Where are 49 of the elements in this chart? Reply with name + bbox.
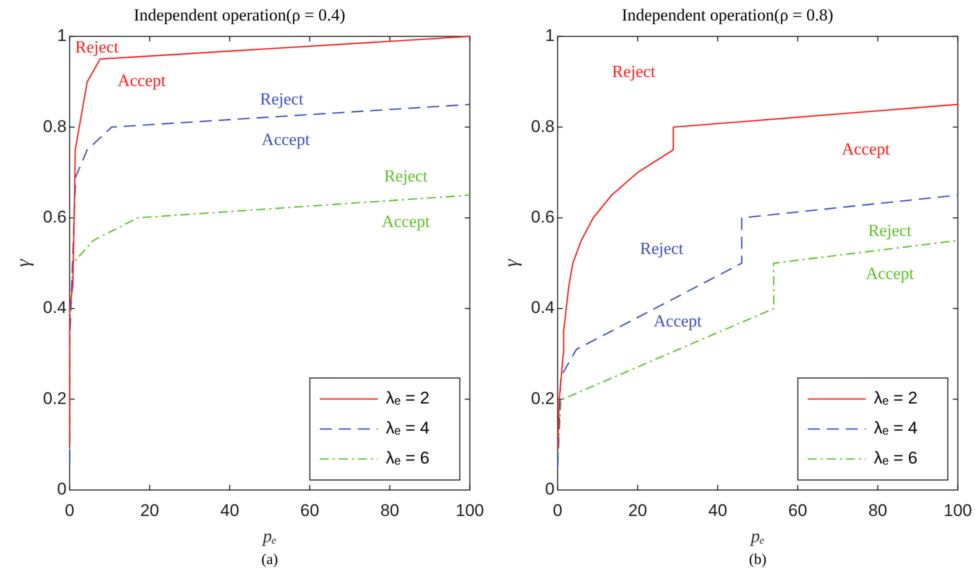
x-tick-label: 40 <box>220 500 240 520</box>
x-axis-title: pₑ <box>748 526 765 546</box>
annotation: Accept <box>866 264 914 284</box>
annotation: Accept <box>262 130 310 150</box>
y-tick-label: 0.2 <box>530 388 555 408</box>
annotation: Reject <box>75 38 119 57</box>
y-tick-label: 0.2 <box>42 388 67 408</box>
legend-label: λₑ = 6 <box>386 448 430 468</box>
text: (b) <box>748 552 766 568</box>
text: (a) <box>261 552 278 568</box>
y-tick-label: 0.8 <box>42 116 67 136</box>
annotation: Accept <box>118 71 166 90</box>
legend-label: λₑ = 2 <box>874 388 918 408</box>
annotation: Reject <box>260 89 304 108</box>
annotation: Reject <box>612 62 656 82</box>
annotation: Reject <box>384 166 428 186</box>
legend-label: λₑ = 4 <box>386 418 430 438</box>
chart-title: Independent operation(ρ = 0.8) <box>622 6 834 25</box>
y-tick-label: 1 <box>57 26 67 46</box>
x-tick-label: 60 <box>300 500 320 520</box>
legend-label: λₑ = 6 <box>874 448 918 468</box>
y-tick-label: 0 <box>545 480 555 499</box>
x-tick-label: 100 <box>456 500 484 520</box>
y-tick-label: 0.4 <box>42 298 67 318</box>
annotation: Accept <box>382 212 430 231</box>
annotation: Reject <box>868 220 912 240</box>
x-axis-title: pₑ <box>260 526 277 546</box>
x-tick-label: 80 <box>380 500 400 520</box>
legend-label: λₑ = 4 <box>874 418 918 438</box>
y-tick-label: 0 <box>57 480 67 499</box>
x-tick-label: 80 <box>868 500 888 520</box>
line-series <box>556 194 958 468</box>
y-tick-label: 0.6 <box>530 208 555 227</box>
y-tick-label: 0.8 <box>530 116 555 136</box>
x-tick-label: 40 <box>708 500 728 520</box>
y-axis-title: γ <box>500 258 522 268</box>
annotation: Reject <box>640 239 684 258</box>
y-tick-label: 0.4 <box>530 298 555 318</box>
x-tick-label: 60 <box>788 500 808 520</box>
x-tick-label: 100 <box>944 500 972 520</box>
y-tick-label: 0.6 <box>42 208 67 227</box>
y-tick-label: 1 <box>545 26 555 46</box>
annotation: Accept <box>842 139 890 158</box>
x-tick-label: 20 <box>140 500 160 520</box>
y-axis-title: γ <box>12 258 34 268</box>
annotation: Accept <box>654 312 702 331</box>
chart-title: Independent operation(ρ = 0.4) <box>134 6 346 25</box>
x-tick-label: 20 <box>628 500 648 520</box>
legend-label: λₑ = 2 <box>386 388 430 408</box>
